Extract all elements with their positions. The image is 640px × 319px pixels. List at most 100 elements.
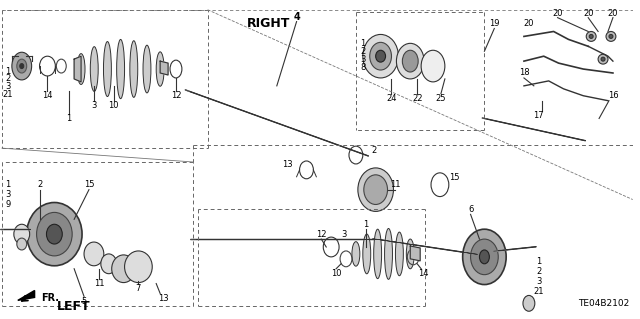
Ellipse shape [47,224,62,244]
Text: 2: 2 [371,145,376,155]
Text: 3: 3 [92,101,97,110]
Polygon shape [18,291,35,300]
Text: 1: 1 [536,257,541,266]
Text: 18: 18 [518,69,529,78]
Ellipse shape [370,42,392,70]
Text: 9: 9 [5,200,10,209]
Ellipse shape [523,295,535,311]
Polygon shape [74,56,81,82]
Text: 22: 22 [412,94,422,103]
Ellipse shape [77,54,85,85]
Ellipse shape [403,50,418,72]
Text: 3: 3 [341,230,347,239]
Ellipse shape [376,50,385,62]
Ellipse shape [36,212,72,256]
Text: 3: 3 [5,190,11,199]
Text: 17: 17 [534,111,544,120]
Text: 13: 13 [282,160,292,169]
Ellipse shape [406,239,414,269]
Text: 21: 21 [534,287,544,296]
Text: FR.: FR. [42,293,60,303]
Ellipse shape [90,47,98,92]
Text: 6: 6 [468,205,473,214]
Polygon shape [185,90,369,156]
Text: 10: 10 [331,269,341,278]
Text: RIGHT: RIGHT [247,17,291,30]
Text: 11: 11 [390,180,401,189]
Polygon shape [372,239,477,254]
Text: 2: 2 [37,180,42,189]
Ellipse shape [125,251,152,283]
Text: 14: 14 [42,91,52,100]
Ellipse shape [20,63,24,69]
Text: LEFT: LEFT [58,300,91,313]
Text: 15: 15 [449,173,460,182]
Ellipse shape [374,229,381,278]
Text: 3: 3 [5,82,11,91]
Ellipse shape [112,255,136,283]
Text: 7: 7 [136,284,141,293]
Ellipse shape [470,239,499,275]
Text: 3: 3 [360,55,365,64]
Polygon shape [494,247,536,251]
Text: 2: 2 [536,267,541,276]
Ellipse shape [363,234,371,274]
Circle shape [598,54,608,64]
Ellipse shape [463,229,506,285]
Ellipse shape [479,250,490,264]
Polygon shape [160,61,168,75]
Polygon shape [410,246,420,261]
Text: 24: 24 [386,94,397,103]
Text: 1: 1 [360,39,365,48]
Text: 3: 3 [536,277,541,286]
Ellipse shape [385,228,392,279]
Ellipse shape [17,59,27,73]
Text: 20: 20 [524,19,534,28]
Ellipse shape [421,50,445,82]
Circle shape [589,34,593,38]
Text: 13: 13 [158,294,168,303]
Ellipse shape [130,41,138,97]
Text: 20: 20 [607,9,618,18]
Ellipse shape [104,41,111,97]
Ellipse shape [12,52,31,80]
Ellipse shape [143,45,151,93]
Text: 20: 20 [552,9,563,18]
Ellipse shape [396,232,403,276]
Ellipse shape [364,175,388,204]
Ellipse shape [14,224,29,244]
Text: 5: 5 [81,297,86,306]
Text: 1: 1 [5,67,10,76]
Circle shape [586,32,596,41]
Text: 2: 2 [360,47,365,56]
Text: 1: 1 [363,220,369,229]
Text: 10: 10 [108,101,119,110]
Circle shape [606,32,616,41]
Polygon shape [482,118,586,141]
Ellipse shape [116,40,125,99]
Text: 1: 1 [67,114,72,123]
Text: 11: 11 [93,279,104,288]
Ellipse shape [363,34,399,78]
Circle shape [601,57,605,61]
Ellipse shape [156,52,164,86]
Ellipse shape [396,43,424,79]
Text: 1: 1 [5,180,10,189]
Text: 20: 20 [583,9,593,18]
Text: 14: 14 [418,269,428,278]
Text: 12: 12 [171,91,181,100]
Ellipse shape [27,203,82,266]
Ellipse shape [358,168,394,211]
Text: 2: 2 [5,74,10,84]
Text: 21: 21 [3,90,13,99]
Text: 25: 25 [436,94,446,103]
Text: 16: 16 [607,91,618,100]
Ellipse shape [352,242,360,266]
Text: 8: 8 [360,63,365,71]
Ellipse shape [17,238,27,250]
Text: TE04B2102: TE04B2102 [579,299,630,308]
Text: 15: 15 [84,180,94,189]
Ellipse shape [101,254,116,274]
Text: 12: 12 [316,230,326,239]
Text: 19: 19 [489,19,500,28]
